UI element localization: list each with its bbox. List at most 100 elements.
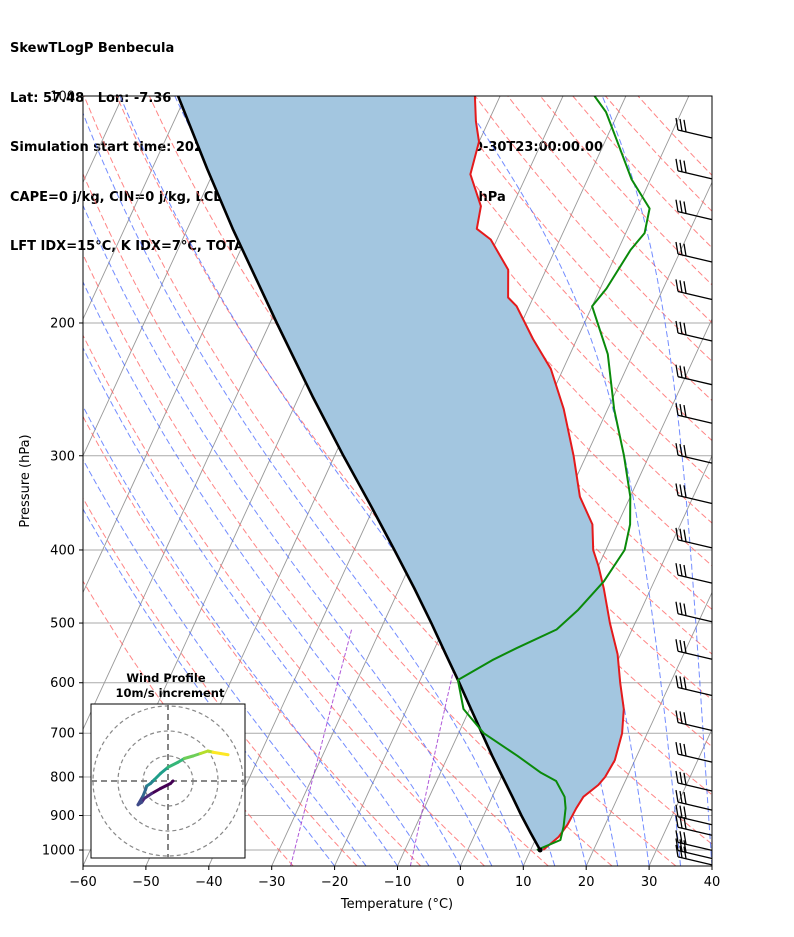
isotherm-line xyxy=(648,728,712,866)
wind-barb-staff xyxy=(677,650,713,660)
wind-barb-flag xyxy=(679,711,683,724)
hodograph-segment xyxy=(182,754,195,760)
hodograph-subtitle: 10m/s increment xyxy=(116,686,225,700)
wind-barb-flag xyxy=(679,443,683,457)
hodograph-segment xyxy=(136,794,145,807)
moist-adiabat xyxy=(83,405,398,866)
isotherm-line xyxy=(83,96,249,457)
wind-barb xyxy=(675,838,713,860)
station-coordinates: Lat: 57.48 Lon: -7.36 xyxy=(10,90,172,106)
dry-adiabat xyxy=(605,96,712,212)
wind-barb xyxy=(675,158,713,180)
wind-barb-staff xyxy=(677,721,713,732)
wind-barb-flag xyxy=(683,640,687,654)
wind-barb-staff xyxy=(677,539,713,549)
wind-barb-flag xyxy=(675,675,679,688)
dry-adiabat xyxy=(83,334,485,866)
wind-barb-flag xyxy=(675,241,679,255)
isotherm-line xyxy=(585,591,712,866)
dry-adiabat xyxy=(83,497,358,866)
wind-barb-flag xyxy=(679,563,683,577)
mixing-ratio-line xyxy=(290,629,353,866)
wind-barb-flag xyxy=(679,200,683,213)
wind-barb-flag xyxy=(683,404,687,418)
wind-barb xyxy=(675,527,713,549)
wind-barb-staff xyxy=(677,211,713,221)
wind-barb-flag xyxy=(679,159,683,172)
wind-barb-flag xyxy=(683,840,687,853)
wind-barb-flag xyxy=(683,444,687,458)
wind-barb-staff xyxy=(677,376,713,386)
series-layer xyxy=(176,96,651,853)
wind-barb-flag xyxy=(675,710,679,723)
hodograph-inset: Wind Profile 10m/s increment xyxy=(90,671,246,859)
x-tick-label: −40 xyxy=(195,875,222,890)
y-tick-label: 400 xyxy=(50,543,75,558)
moist-adiabat xyxy=(459,96,681,866)
wind-barb xyxy=(675,241,713,263)
wind-barb-flag xyxy=(683,832,687,845)
wind-barb xyxy=(675,742,713,763)
wind-barb xyxy=(675,364,713,386)
wind-barb-staff xyxy=(677,170,713,180)
dewpoint-profile-line xyxy=(456,96,651,851)
wind-barb-staff xyxy=(677,801,713,811)
moist-adiabat xyxy=(601,96,712,866)
y-tick-label: 500 xyxy=(50,617,75,632)
wind-barb-flag xyxy=(683,806,687,819)
wind-barb-staff xyxy=(677,841,713,852)
wind-barb-flag xyxy=(683,677,687,690)
wind-barb-flag xyxy=(675,770,679,784)
wind-barb-flag xyxy=(679,839,683,852)
wind-barb-flag xyxy=(683,485,687,498)
y-tick-label: 300 xyxy=(50,449,75,464)
x-tick-label: 0 xyxy=(456,875,464,890)
hodograph-segment xyxy=(166,760,180,769)
wind-barb-flag xyxy=(683,201,687,214)
wind-barb-flag xyxy=(683,772,687,785)
x-axis-label: Temperature (°C) xyxy=(340,897,453,912)
wind-barb-flag xyxy=(679,528,683,541)
wind-barb-flag xyxy=(675,279,679,292)
wind-barb-staff xyxy=(677,753,713,763)
x-tick-label: 20 xyxy=(578,875,595,890)
hodograph-segment xyxy=(159,765,170,775)
wind-barb-flag xyxy=(683,322,687,335)
wind-barb-flag xyxy=(679,242,683,255)
wind-barb-staff xyxy=(677,782,713,792)
dry-adiabat xyxy=(83,172,613,866)
x-tick-label: −50 xyxy=(132,875,159,890)
x-tick-label: −30 xyxy=(258,875,285,890)
wind-barb-staff xyxy=(677,686,713,697)
x-tick-label: 40 xyxy=(704,875,721,890)
x-tick-label: 10 xyxy=(515,875,532,890)
wind-barb xyxy=(675,320,713,342)
wind-barb-flag xyxy=(675,403,679,416)
wind-barb-staff xyxy=(677,332,713,342)
wind-barb-flag xyxy=(683,712,687,725)
y-tick-label: 1000 xyxy=(42,844,75,859)
wind-barb-flag xyxy=(683,529,687,542)
isotherm-line xyxy=(83,96,375,731)
wind-barb-flag xyxy=(679,742,683,756)
x-tick-label: −60 xyxy=(69,875,96,890)
hodograph-plot xyxy=(91,704,245,858)
wind-barb-flag xyxy=(675,158,679,171)
wind-barb-flag xyxy=(683,243,687,256)
moist-adiabat xyxy=(83,204,493,866)
dry-adiabat xyxy=(83,415,422,866)
surface-parcel-marker xyxy=(537,847,543,853)
wind-barb-flag xyxy=(679,640,683,653)
wind-barb-staff xyxy=(677,414,713,424)
wind-barb-flag xyxy=(675,838,679,851)
wind-barb xyxy=(675,403,713,424)
hodograph-segment xyxy=(142,792,154,800)
hodograph-segment xyxy=(159,782,172,790)
isotherm-line xyxy=(711,864,712,866)
wind-barb-flag xyxy=(675,527,679,540)
y-tick-label: 600 xyxy=(50,676,75,691)
wind-barb-flag xyxy=(675,563,679,576)
wind-barb-flag xyxy=(683,816,687,830)
wind-barb-flag xyxy=(683,791,687,805)
moist-adiabat xyxy=(83,458,367,866)
